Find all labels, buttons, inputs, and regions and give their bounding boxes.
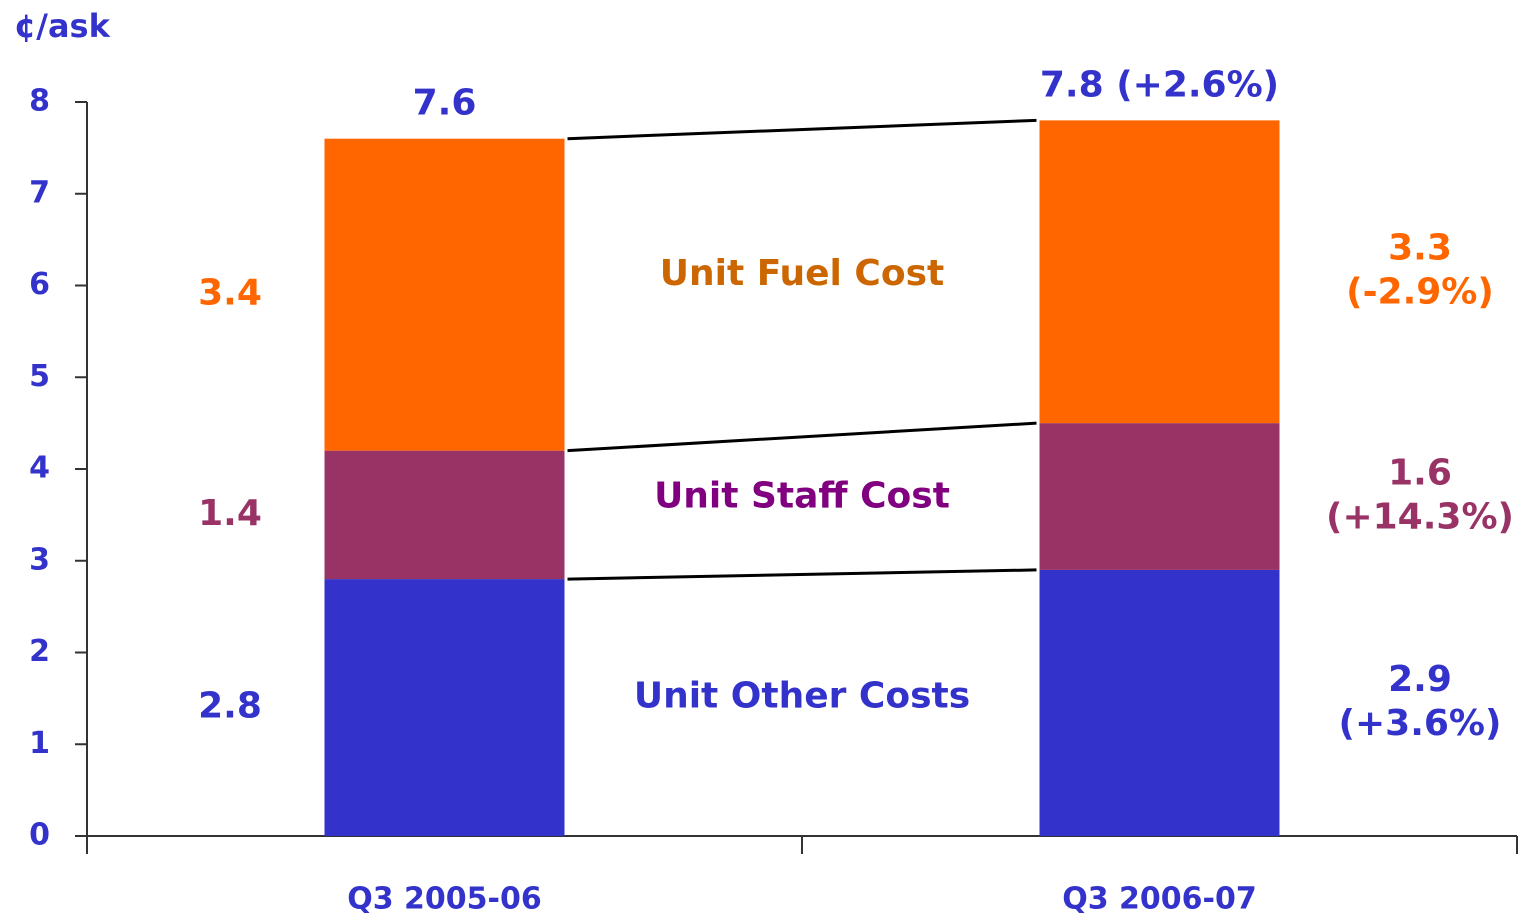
- value: 1.6: [1388, 453, 1452, 494]
- bar-segment: [324, 579, 565, 836]
- y-tick-label: 1: [29, 726, 50, 761]
- data-label: 1.6 (+14.3%): [1326, 453, 1514, 538]
- y-tick-label: 7: [29, 175, 50, 210]
- bar-segment: [1039, 423, 1280, 570]
- data-label: 1.4: [198, 493, 262, 534]
- bar-segment: [324, 138, 565, 451]
- y-tick-label: 2: [29, 634, 50, 669]
- series-label: Unit Staff Cost: [654, 476, 950, 517]
- data-label: 3.3 (-2.9%): [1346, 228, 1494, 313]
- series-label: Unit Fuel Cost: [660, 253, 944, 294]
- x-tick-label: Q3 2006-07: [1062, 882, 1257, 917]
- connector: [567, 568, 1037, 581]
- bar-segment: [1039, 120, 1280, 424]
- total-label: 7.8 (+2.6%): [1040, 64, 1279, 105]
- y-tick-label: 6: [29, 267, 50, 302]
- y-axis-title: ¢/ask: [14, 7, 111, 45]
- connector: [567, 421, 1037, 453]
- change: (+14.3%): [1326, 497, 1514, 538]
- change: (+3.6%): [1339, 703, 1502, 744]
- y-tick-label: 8: [29, 84, 50, 119]
- x-tick-label: Q3 2005-06: [347, 882, 542, 917]
- value: 3.3: [1388, 228, 1452, 269]
- total: 7.6: [413, 83, 477, 124]
- bar-segment: [1039, 569, 1280, 836]
- y-tick-label: 0: [29, 818, 50, 853]
- y-tick-label: 4: [29, 451, 50, 486]
- total: 7.8: [1040, 64, 1104, 105]
- data-label: 2.8: [198, 686, 262, 727]
- total-change: (+2.6%): [1116, 64, 1279, 105]
- connector: [567, 118, 1037, 141]
- data-label: 3.4: [198, 273, 262, 314]
- bar-segment: [324, 450, 565, 580]
- total-label: 7.6: [413, 83, 477, 124]
- y-tick-label: 5: [29, 359, 50, 394]
- y-tick-label: 3: [29, 542, 50, 577]
- data-label: 2.9 (+3.6%): [1339, 659, 1502, 744]
- series-label: Unit Other Costs: [634, 675, 970, 716]
- change: (-2.9%): [1346, 272, 1494, 313]
- value: 2.9: [1388, 659, 1452, 700]
